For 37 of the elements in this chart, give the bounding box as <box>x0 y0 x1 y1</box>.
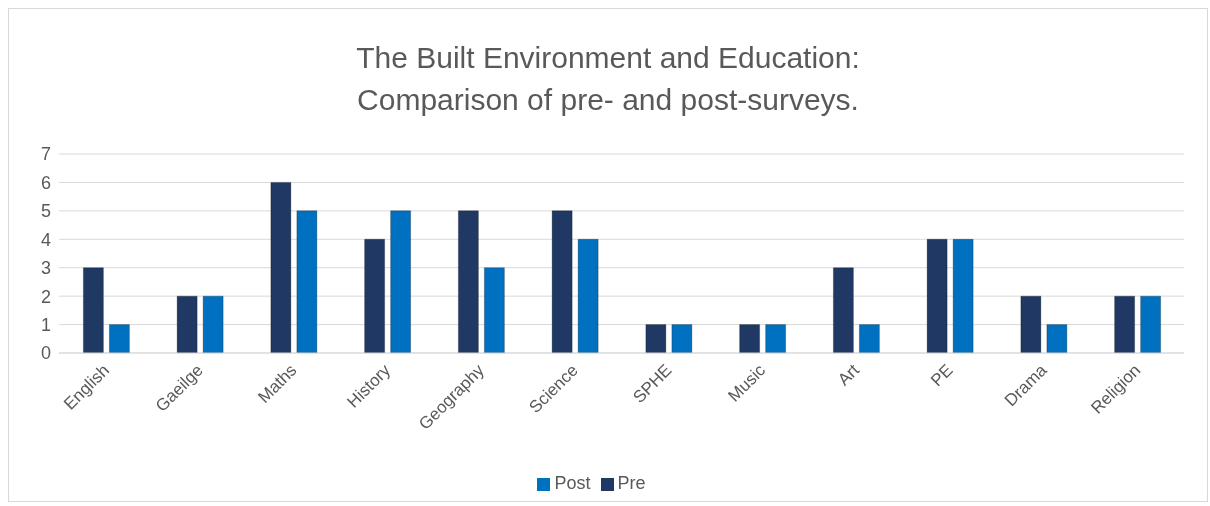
y-tick-label: 6 <box>40 172 51 193</box>
bar <box>551 210 573 353</box>
bar <box>82 267 104 353</box>
bar <box>176 295 198 353</box>
bar <box>765 324 787 353</box>
bar <box>858 324 880 353</box>
bar <box>1140 295 1162 353</box>
bar <box>645 324 667 353</box>
y-tick-label: 7 <box>40 144 51 165</box>
bar <box>739 324 761 353</box>
y-tick-label: 1 <box>40 314 51 335</box>
y-tick-label: 5 <box>40 201 51 222</box>
y-tick-label: 0 <box>40 343 51 364</box>
bar <box>1114 295 1136 353</box>
bar <box>202 295 224 353</box>
bar <box>577 238 599 353</box>
bar <box>671 324 693 353</box>
bar <box>270 181 292 353</box>
y-tick-label: 4 <box>40 229 51 250</box>
bar <box>108 324 130 353</box>
bar <box>296 210 318 353</box>
bar <box>1020 295 1042 353</box>
bar <box>390 210 412 353</box>
bar <box>483 267 505 353</box>
y-tick-label: 2 <box>40 286 51 307</box>
legend-label: Post <box>554 473 591 493</box>
bar <box>952 238 974 353</box>
legend-label: Pre <box>617 473 646 493</box>
bar <box>1046 324 1068 353</box>
chart-title: The Built Environment and Education: Comparison of pre- and post-surveys. <box>355 40 861 118</box>
y-tick-label: 3 <box>40 258 51 279</box>
bar <box>457 210 479 353</box>
bar <box>832 267 854 353</box>
x-tick-label: Art <box>834 360 864 390</box>
bar <box>364 238 386 353</box>
bar <box>926 238 948 353</box>
x-tick-label: PE <box>927 360 957 391</box>
